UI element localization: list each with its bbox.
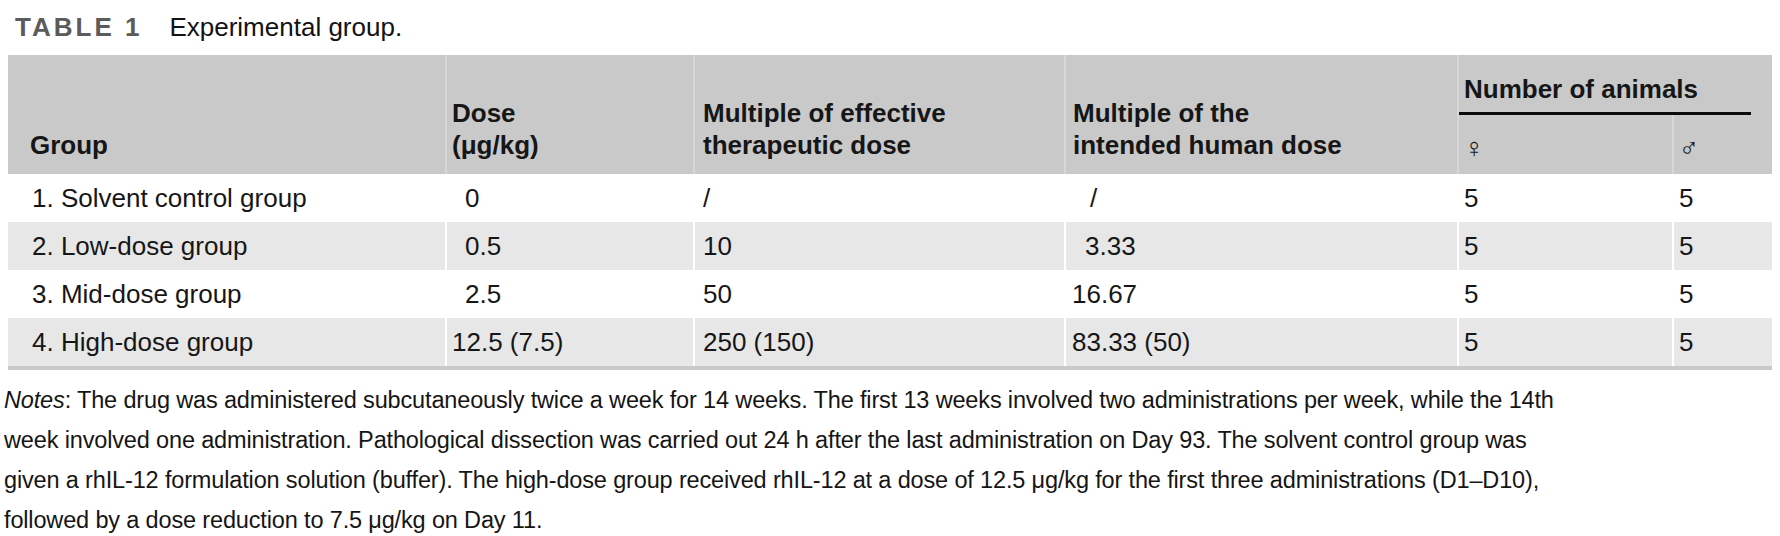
header-number-of-animals: Number of animals	[1457, 55, 1772, 115]
header-multiple-effective-line1: Multiple of effective	[703, 97, 1064, 129]
notes-text: : The drug was administered subcutaneous…	[65, 387, 1554, 413]
notes-line: Notes: The drug was administered subcuta…	[4, 380, 1778, 420]
cell-group: 1. Solvent control group	[8, 174, 445, 222]
header-dose-line1: Dose	[452, 97, 693, 129]
table-caption: TABLE 1 Experimental group.	[15, 12, 402, 43]
cell-male-count: 5	[1672, 270, 1772, 318]
cell-multiple-effective: 250 (150)	[693, 318, 1064, 366]
header-multiple-effective-line2: therapeutic dose	[703, 129, 1064, 161]
cell-multiple-effective: /	[693, 174, 1064, 222]
notes-line: given a rhIL-12 formulation solution (bu…	[4, 460, 1778, 500]
cell-male-count: 5	[1672, 174, 1772, 222]
header-number-of-animals-label: Number of animals	[1464, 74, 1698, 104]
header-dose: Dose (μg/kg)	[445, 55, 693, 174]
cell-dose: 12.5 (7.5)	[445, 318, 693, 366]
experimental-group-table: Group Dose (μg/kg) Multiple of effective…	[8, 55, 1772, 370]
table-body: 1. Solvent control group 0 / / 5 5 2. Lo…	[8, 174, 1772, 366]
header-multiple-human-line2: intended human dose	[1073, 129, 1457, 161]
cell-dose: 2.5	[445, 270, 693, 318]
table-row: 1. Solvent control group 0 / / 5 5	[8, 174, 1772, 222]
header-row-top: Group Dose (μg/kg) Multiple of effective…	[8, 55, 1772, 115]
cell-male-count: 5	[1672, 222, 1772, 270]
cell-female-count: 5	[1457, 318, 1672, 366]
notes-line: week involved one administration. Pathol…	[4, 420, 1778, 460]
table-row: 4. High-dose group 12.5 (7.5) 250 (150) …	[8, 318, 1772, 366]
table-notes: Notes: The drug was administered subcuta…	[4, 380, 1778, 536]
cell-group: 4. High-dose group	[8, 318, 445, 366]
male-icon: ♂	[1679, 133, 1699, 163]
notes-text: week involved one administration. Pathol…	[4, 427, 1527, 453]
cell-multiple-human: /	[1064, 174, 1457, 222]
header-multiple-human-line1: Multiple of the	[1073, 97, 1457, 129]
header-multiple-effective: Multiple of effective therapeutic dose	[693, 55, 1064, 174]
header-female: ♀	[1457, 115, 1672, 174]
number-of-animals-rule: Number of animals	[1459, 73, 1751, 115]
cell-multiple-human: 83.33 (50)	[1064, 318, 1457, 366]
cell-group: 2. Low-dose group	[8, 222, 445, 270]
header-male: ♂	[1672, 115, 1772, 174]
table-row: 3. Mid-dose group 2.5 50 16.67 5 5	[8, 270, 1772, 318]
table-number-label: TABLE 1	[15, 12, 142, 42]
cell-multiple-effective: 50	[693, 270, 1064, 318]
cell-female-count: 5	[1457, 174, 1672, 222]
notes-text: followed by a dose reduction to 7.5 μg/k…	[4, 507, 542, 533]
cell-multiple-effective: 10	[693, 222, 1064, 270]
notes-text: given a rhIL-12 formulation solution (bu…	[4, 467, 1539, 493]
cell-male-count: 5	[1672, 318, 1772, 366]
notes-line: followed by a dose reduction to 7.5 μg/k…	[4, 500, 1778, 536]
female-icon: ♀	[1464, 133, 1484, 163]
cell-dose: 0	[445, 174, 693, 222]
table-row: 2. Low-dose group 0.5 10 3.33 5 5	[8, 222, 1772, 270]
cell-female-count: 5	[1457, 270, 1672, 318]
header-multiple-human: Multiple of the intended human dose	[1064, 55, 1457, 174]
cell-dose: 0.5	[445, 222, 693, 270]
cell-multiple-human: 16.67	[1064, 270, 1457, 318]
cell-group: 3. Mid-dose group	[8, 270, 445, 318]
notes-label: Notes	[4, 387, 65, 413]
header-group: Group	[8, 55, 445, 174]
cell-multiple-human: 3.33	[1064, 222, 1457, 270]
table-caption-text: Experimental group.	[169, 12, 402, 42]
table-header: Group Dose (μg/kg) Multiple of effective…	[8, 55, 1772, 174]
cell-female-count: 5	[1457, 222, 1672, 270]
header-group-label: Group	[30, 129, 445, 161]
header-dose-line2: (μg/kg)	[452, 129, 693, 161]
